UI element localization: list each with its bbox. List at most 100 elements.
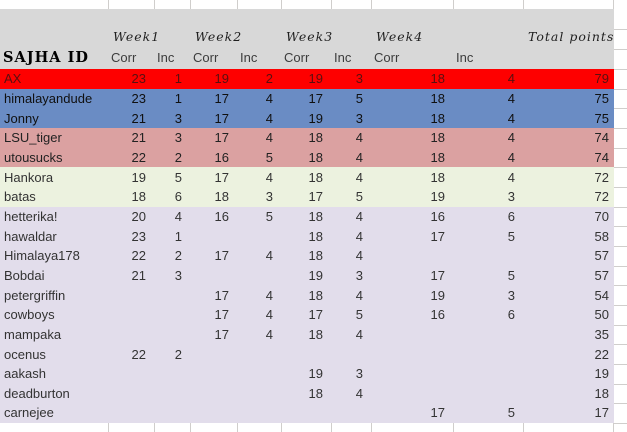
week2-inc-cell[interactable]: 4 bbox=[265, 287, 273, 303]
week1-corr-header-cell[interactable]: Corr bbox=[111, 49, 137, 65]
total-points-cell[interactable]: 50 bbox=[594, 307, 609, 323]
player-id-cell[interactable]: hawaldar bbox=[4, 228, 57, 244]
week3-corr-cell[interactable]: 19 bbox=[308, 71, 323, 87]
week1-corr-cell[interactable]: 21 bbox=[131, 130, 146, 146]
player-id-cell[interactable]: petergriffin bbox=[4, 287, 66, 303]
week1-corr-cell[interactable]: 23 bbox=[131, 90, 146, 106]
week3-corr-cell[interactable]: 18 bbox=[308, 326, 323, 342]
week4-corr-cell[interactable]: 18 bbox=[430, 130, 445, 146]
week2-inc-cell[interactable]: 2 bbox=[265, 71, 273, 87]
week4-inc-cell[interactable]: 4 bbox=[507, 71, 515, 87]
week1-inc-cell[interactable]: 3 bbox=[174, 267, 182, 283]
week2-corr-cell[interactable]: 19 bbox=[214, 71, 229, 87]
total-points-cell[interactable]: 75 bbox=[594, 90, 609, 106]
week3-inc-cell[interactable]: 3 bbox=[355, 71, 363, 87]
week1-inc-cell[interactable]: 1 bbox=[174, 90, 182, 106]
week2-inc-cell[interactable]: 4 bbox=[265, 130, 273, 146]
total-points-cell[interactable]: 74 bbox=[594, 130, 609, 146]
week4-header-cell[interactable]: Week4 bbox=[376, 29, 424, 44]
player-id-cell[interactable]: utousucks bbox=[4, 149, 63, 165]
week3-inc-cell[interactable]: 4 bbox=[355, 130, 363, 146]
week1-corr-cell[interactable]: 21 bbox=[131, 267, 146, 283]
week1-inc-cell[interactable]: 1 bbox=[174, 228, 182, 244]
week3-inc-cell[interactable]: 4 bbox=[355, 208, 363, 224]
week4-inc-cell[interactable]: 4 bbox=[507, 130, 515, 146]
week4-inc-cell[interactable]: 4 bbox=[507, 110, 515, 126]
week1-corr-cell[interactable]: 19 bbox=[131, 169, 146, 185]
week2-corr-cell[interactable]: 17 bbox=[214, 90, 229, 106]
week2-inc-cell[interactable]: 5 bbox=[265, 208, 273, 224]
week3-corr-cell[interactable]: 17 bbox=[308, 189, 323, 205]
week4-corr-cell[interactable]: 18 bbox=[430, 110, 445, 126]
week4-corr-cell[interactable]: 18 bbox=[430, 169, 445, 185]
week3-corr-cell[interactable]: 19 bbox=[308, 366, 323, 382]
week2-inc-header-cell[interactable]: Inc bbox=[240, 49, 258, 65]
total-points-cell[interactable]: 72 bbox=[594, 189, 609, 205]
week3-inc-cell[interactable]: 4 bbox=[355, 287, 363, 303]
total-points-cell[interactable]: 58 bbox=[594, 228, 609, 244]
week3-corr-cell[interactable]: 18 bbox=[308, 169, 323, 185]
total-points-cell[interactable]: 57 bbox=[594, 248, 609, 264]
week3-corr-cell[interactable]: 19 bbox=[308, 267, 323, 283]
player-id-cell[interactable]: aakash bbox=[4, 366, 46, 382]
total-points-cell[interactable]: 22 bbox=[594, 346, 609, 362]
week2-inc-cell[interactable]: 4 bbox=[265, 307, 273, 323]
week4-inc-cell[interactable]: 4 bbox=[507, 169, 515, 185]
week1-inc-cell[interactable]: 3 bbox=[174, 110, 182, 126]
week2-corr-cell[interactable]: 17 bbox=[214, 287, 229, 303]
total-points-cell[interactable]: 19 bbox=[594, 366, 609, 382]
week3-corr-cell[interactable]: 18 bbox=[308, 208, 323, 224]
player-id-cell[interactable]: ocenus bbox=[4, 346, 46, 362]
week4-inc-cell[interactable]: 3 bbox=[507, 189, 515, 205]
week4-inc-cell[interactable]: 6 bbox=[507, 307, 515, 323]
week4-corr-cell[interactable]: 17 bbox=[430, 405, 445, 421]
week3-corr-cell[interactable]: 18 bbox=[308, 149, 323, 165]
week1-corr-cell[interactable]: 22 bbox=[131, 346, 146, 362]
week3-corr-cell[interactable]: 18 bbox=[308, 287, 323, 303]
week3-inc-cell[interactable]: 4 bbox=[355, 149, 363, 165]
week4-inc-cell[interactable]: 4 bbox=[507, 90, 515, 106]
week1-inc-cell[interactable]: 6 bbox=[174, 189, 182, 205]
week1-inc-cell[interactable]: 5 bbox=[174, 169, 182, 185]
week4-inc-cell[interactable]: 6 bbox=[507, 208, 515, 224]
week3-inc-cell[interactable]: 5 bbox=[355, 90, 363, 106]
week2-inc-cell[interactable]: 5 bbox=[265, 149, 273, 165]
week1-header-cell[interactable]: Week1 bbox=[113, 29, 161, 44]
week1-corr-cell[interactable]: 23 bbox=[131, 228, 146, 244]
week2-corr-cell[interactable]: 17 bbox=[214, 130, 229, 146]
week4-corr-cell[interactable]: 18 bbox=[430, 149, 445, 165]
week3-inc-cell[interactable]: 5 bbox=[355, 307, 363, 323]
week2-corr-cell[interactable]: 16 bbox=[214, 208, 229, 224]
week1-inc-cell[interactable]: 2 bbox=[174, 248, 182, 264]
player-id-cell[interactable]: mampaka bbox=[4, 326, 62, 342]
week3-inc-cell[interactable]: 4 bbox=[355, 248, 363, 264]
week1-corr-cell[interactable]: 22 bbox=[131, 149, 146, 165]
week3-corr-header-cell[interactable]: Corr bbox=[284, 49, 310, 65]
player-id-cell[interactable]: AX bbox=[4, 71, 22, 87]
week4-inc-cell[interactable]: 4 bbox=[507, 149, 515, 165]
player-id-cell[interactable]: hetterika! bbox=[4, 208, 58, 224]
week3-corr-cell[interactable]: 18 bbox=[308, 385, 323, 401]
week3-inc-cell[interactable]: 4 bbox=[355, 385, 363, 401]
week4-corr-cell[interactable]: 18 bbox=[430, 71, 445, 87]
week2-corr-cell[interactable]: 17 bbox=[214, 110, 229, 126]
week3-corr-cell[interactable]: 18 bbox=[308, 228, 323, 244]
total-points-cell[interactable]: 70 bbox=[594, 208, 609, 224]
week3-corr-cell[interactable]: 18 bbox=[308, 248, 323, 264]
week3-inc-cell[interactable]: 3 bbox=[355, 267, 363, 283]
week3-inc-cell[interactable]: 3 bbox=[355, 366, 363, 382]
total-points-cell[interactable]: 18 bbox=[594, 385, 609, 401]
week3-corr-cell[interactable]: 18 bbox=[308, 130, 323, 146]
week3-inc-cell[interactable]: 4 bbox=[355, 326, 363, 342]
week2-inc-cell[interactable]: 3 bbox=[265, 189, 273, 205]
player-id-cell[interactable]: Bobdai bbox=[4, 267, 45, 283]
week1-corr-cell[interactable]: 22 bbox=[131, 248, 146, 264]
week1-inc-cell[interactable]: 2 bbox=[174, 149, 182, 165]
player-id-cell[interactable]: Hankora bbox=[4, 169, 54, 185]
week2-corr-cell[interactable]: 17 bbox=[214, 307, 229, 323]
player-id-cell[interactable]: carnejee bbox=[4, 405, 54, 421]
total-points-cell[interactable]: 75 bbox=[594, 110, 609, 126]
week3-corr-cell[interactable]: 19 bbox=[308, 110, 323, 126]
week2-inc-cell[interactable]: 4 bbox=[265, 169, 273, 185]
week2-inc-cell[interactable]: 4 bbox=[265, 248, 273, 264]
